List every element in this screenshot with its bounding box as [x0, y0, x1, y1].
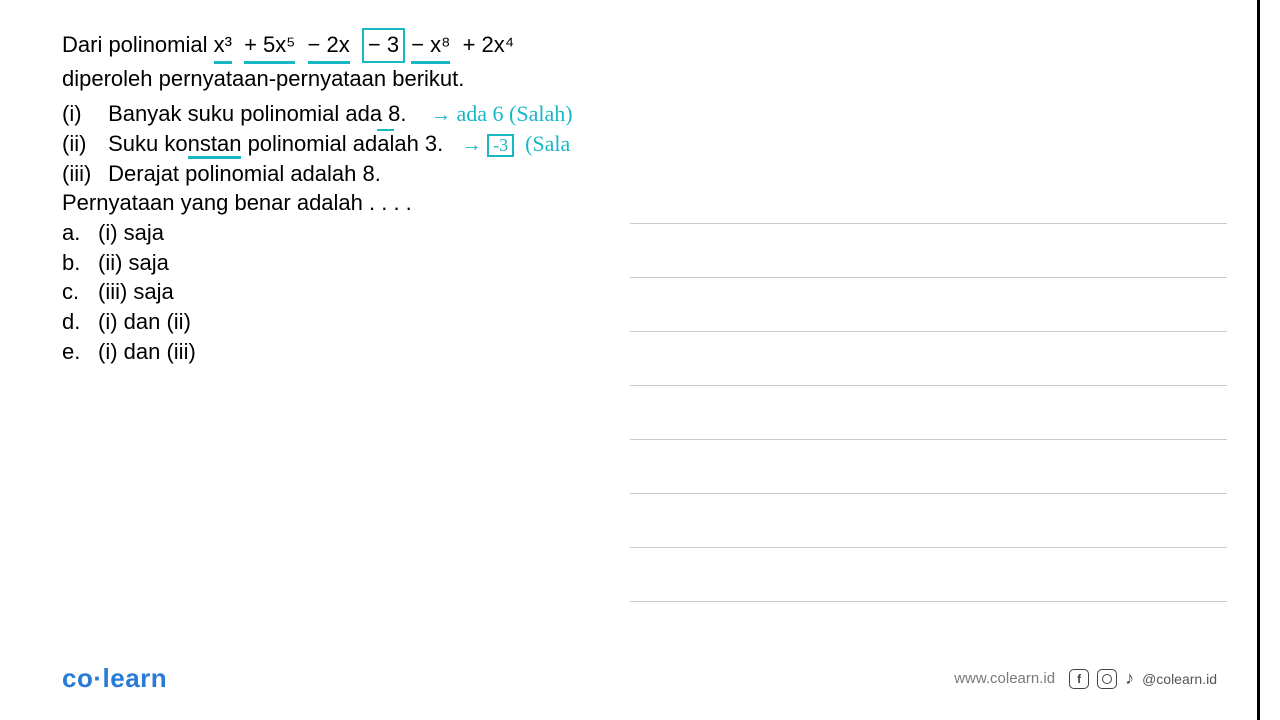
annotation-box: -3: [487, 134, 514, 158]
arrow-icon: →: [431, 104, 451, 126]
ruled-line: [630, 494, 1227, 548]
social-icons: f ♪ @colearn.id: [1069, 668, 1217, 689]
statement-num: (ii): [62, 129, 102, 159]
annotation-text: ada 6 (Salah): [457, 101, 573, 126]
poly-term-6: + 2x⁴: [463, 30, 515, 61]
ruled-line: [630, 548, 1227, 602]
statement-num: (iii): [62, 159, 102, 189]
work-area: [630, 170, 1227, 602]
logo-part-1: co: [62, 663, 93, 693]
ruled-line: [630, 224, 1227, 278]
polynomial: x³ + 5x⁵ − 2x − 3 − x⁸ + 2x⁴: [214, 28, 515, 64]
poly-term-2: + 5x⁵: [244, 30, 295, 64]
footer: co·learn www.colearn.id f ♪ @colearn.id: [62, 663, 1217, 694]
tiktok-icon: ♪: [1125, 668, 1134, 689]
logo-part-2: learn: [103, 663, 168, 693]
ruled-line: [630, 332, 1227, 386]
ruled-line: [630, 278, 1227, 332]
poly-term-4: − 3: [362, 28, 405, 63]
brand-logo: co·learn: [62, 663, 167, 694]
ruled-line: [630, 440, 1227, 494]
statement-text: Suku konstan polinomial adalah 3.: [108, 129, 443, 159]
annotation-text: (Sala: [525, 131, 570, 156]
question-line-2: diperoleh pernyataan-pernyataan berikut.: [62, 64, 1217, 95]
ruled-line: [630, 170, 1227, 224]
question-line-1: Dari polinomial x³ + 5x⁵ − 2x − 3 − x⁸ +…: [62, 28, 1217, 64]
ruled-line: [630, 386, 1227, 440]
statement-text: Banyak suku polinomial ada 8.: [108, 101, 406, 126]
question-lead: Dari polinomial: [62, 32, 208, 57]
social-handle: @colearn.id: [1142, 671, 1217, 687]
footer-url: www.colearn.id: [954, 670, 1055, 687]
footer-right: www.colearn.id f ♪ @colearn.id: [954, 668, 1217, 689]
annotation-ii: → -3 (Sala: [462, 131, 571, 156]
facebook-icon: f: [1069, 669, 1089, 689]
instagram-icon: [1097, 669, 1117, 689]
annotation-i: → ada 6 (Salah): [431, 101, 573, 126]
poly-term-5: − x⁸: [411, 30, 450, 64]
statement-i: (i) Banyak suku polinomial ada 8. → ada …: [62, 99, 1217, 129]
logo-dot: ·: [93, 663, 102, 693]
arrow-icon: →: [462, 134, 482, 156]
statement-text: Derajat polinomial adalah 8.: [108, 161, 381, 186]
statement-num: (i): [62, 99, 102, 129]
statement-ii: (ii) Suku konstan polinomial adalah 3. →…: [62, 129, 1217, 159]
poly-term-1: x³: [214, 30, 232, 64]
poly-term-3: − 2x: [308, 30, 350, 64]
